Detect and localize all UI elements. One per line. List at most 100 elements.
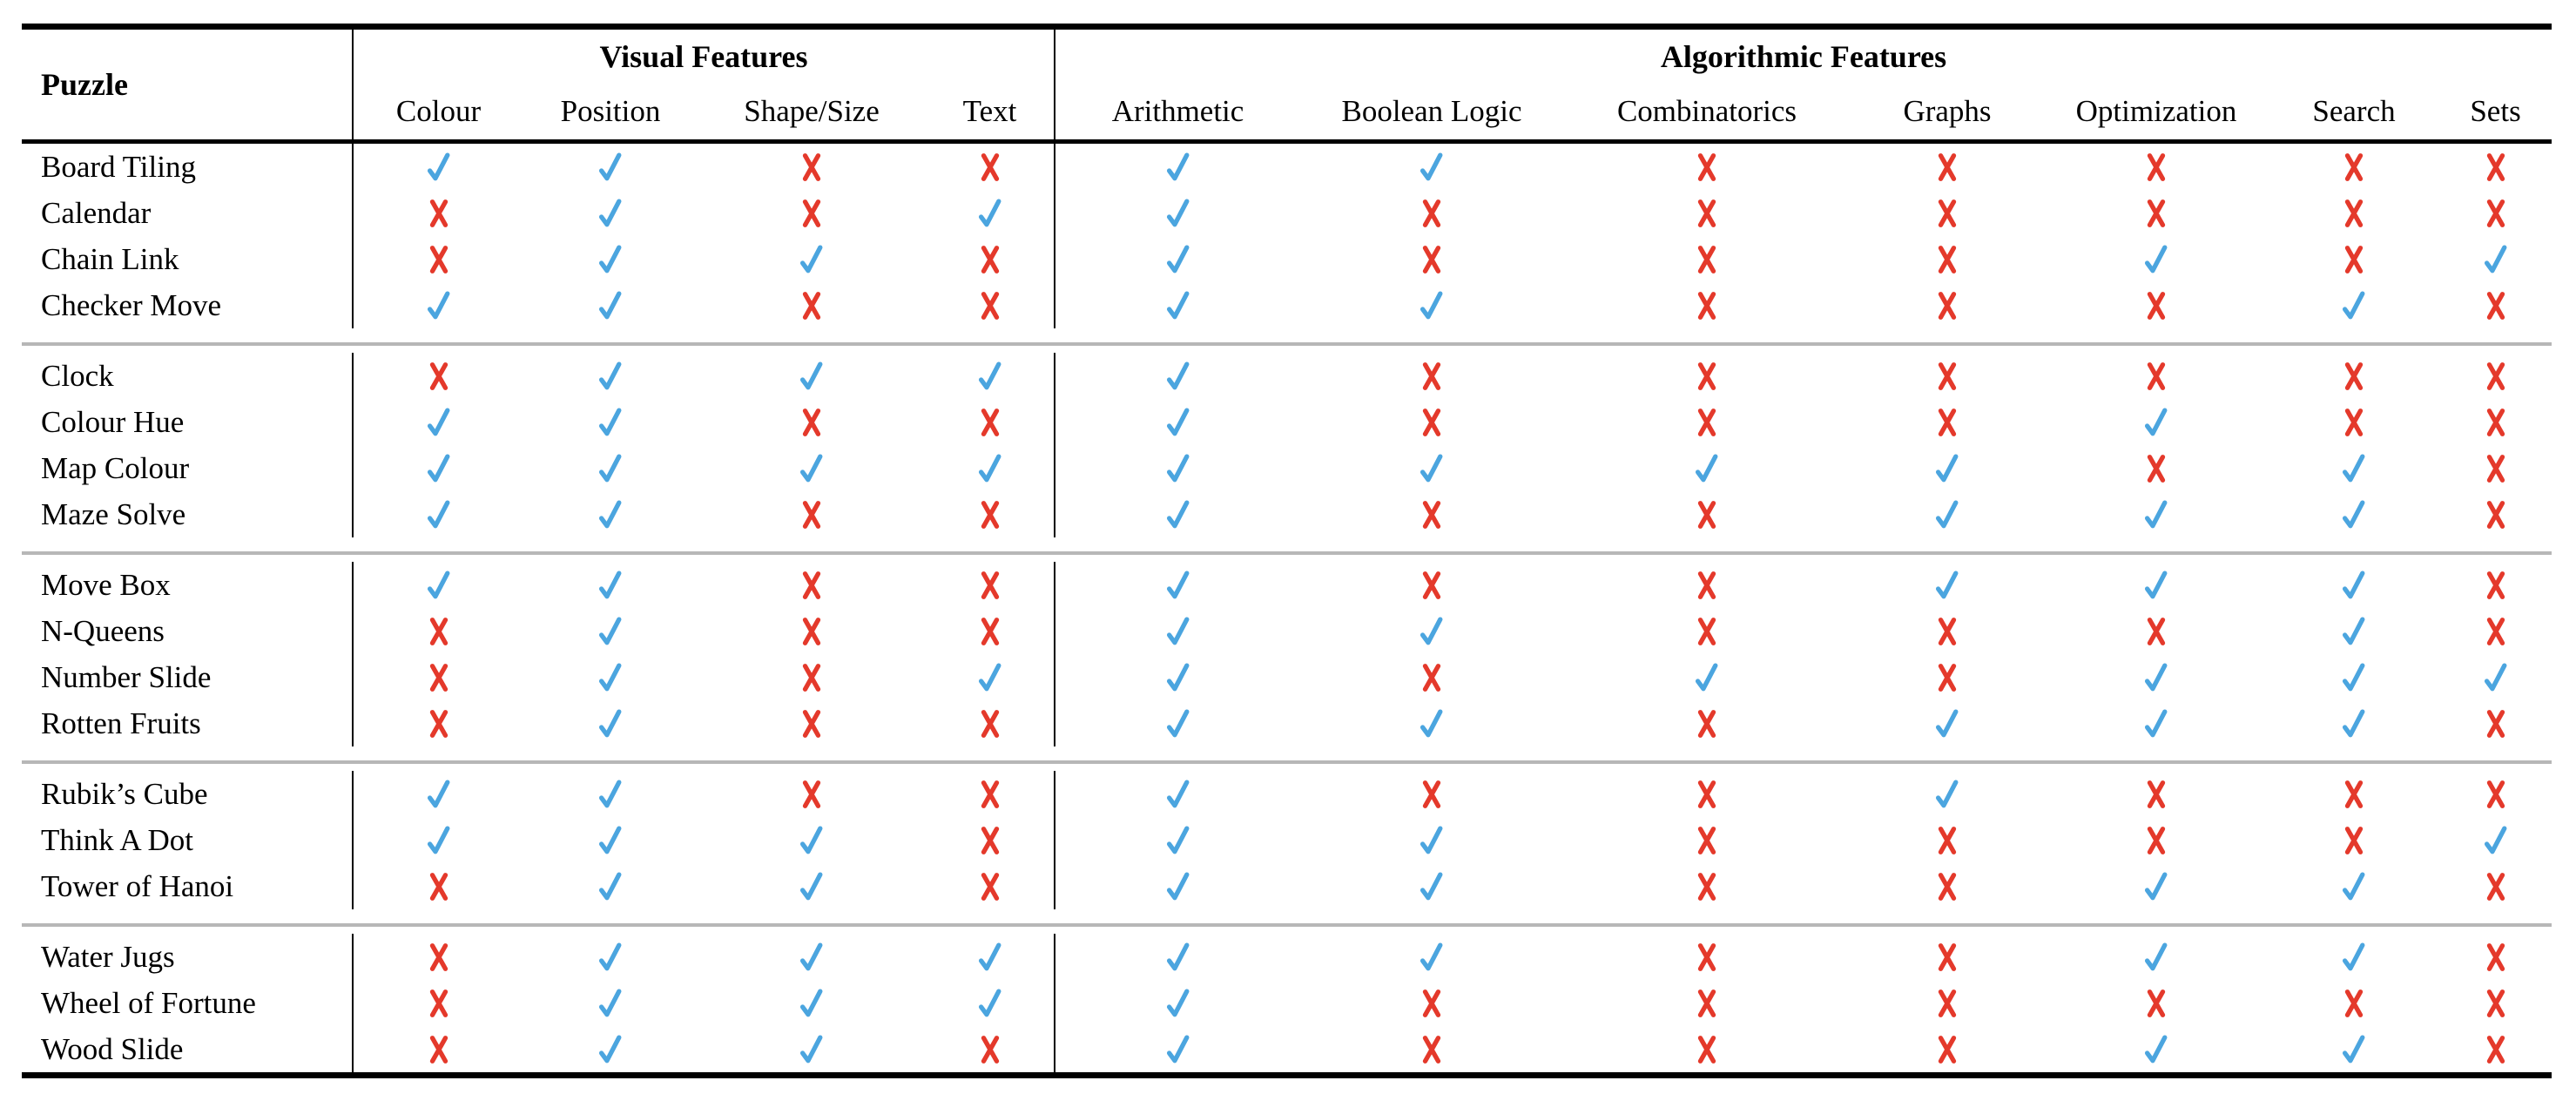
cross-icon (2486, 199, 2505, 227)
feature-cross-cell (1851, 934, 2044, 980)
puzzle-column-header: Puzzle (22, 26, 354, 144)
column-header-combinatorics: Combinatorics (1563, 84, 1851, 144)
feature-check-cell (353, 399, 523, 445)
cross-icon (2486, 291, 2505, 320)
check-icon (1166, 988, 1189, 1016)
check-icon (1166, 408, 1189, 436)
check-icon (978, 942, 1001, 970)
feature-check-cell (2269, 700, 2439, 746)
cross-icon (2147, 361, 2166, 390)
feature-cross-cell (926, 236, 1055, 282)
check-icon (598, 780, 622, 807)
check-icon (1419, 291, 1443, 319)
feature-cross-cell (1851, 142, 2044, 191)
feature-cross-cell (353, 353, 523, 399)
column-header-colour: Colour (353, 84, 523, 144)
feature-cross-cell (1563, 1026, 1851, 1076)
feature-cross-cell (2269, 353, 2439, 399)
table-row: Board Tiling (22, 141, 2552, 191)
column-header-graphs: Graphs (1851, 84, 2044, 144)
feature-check-cell (1563, 654, 1851, 700)
column-header-shape-size: Shape/Size (698, 84, 926, 144)
cross-icon (2486, 617, 2505, 645)
feature-cross-cell (1563, 817, 1851, 863)
check-icon (2144, 1034, 2168, 1063)
cross-icon (429, 199, 448, 227)
feature-check-cell (2439, 236, 2552, 282)
cross-icon (1938, 872, 1957, 901)
feature-cross-cell (2439, 190, 2552, 236)
feature-check-cell (2044, 1026, 2269, 1076)
group-separator-cell (22, 328, 2552, 353)
check-icon (2484, 826, 2506, 854)
column-header-optimization: Optimization (2044, 84, 2269, 144)
feature-check-cell (2439, 817, 2552, 863)
check-icon (598, 408, 622, 436)
check-icon (598, 709, 622, 737)
check-icon (2144, 571, 2168, 598)
feature-cross-cell (926, 141, 1055, 190)
feature-check-cell (523, 817, 698, 863)
cross-icon (1697, 245, 1716, 274)
feature-cross-cell (698, 399, 926, 445)
cross-icon (1422, 1035, 1441, 1064)
feature-check-cell (698, 863, 926, 909)
table-row: N-Queens (22, 608, 2552, 654)
puzzle-name: Rotten Fruits (22, 700, 354, 746)
check-icon (427, 571, 449, 598)
feature-cross-cell (1851, 608, 2044, 654)
check-icon (1166, 709, 1189, 737)
check-icon (2342, 500, 2365, 528)
cross-icon (429, 617, 448, 645)
feature-check-cell (698, 445, 926, 491)
feature-check-cell (1851, 700, 2044, 746)
cross-icon (2147, 291, 2166, 320)
feature-cross-cell (2044, 608, 2269, 654)
check-icon (427, 408, 449, 436)
feature-check-cell (1851, 491, 2044, 537)
feature-cross-cell (1300, 1026, 1563, 1076)
feature-cross-cell (2439, 445, 2552, 491)
feature-check-cell (698, 236, 926, 282)
feature-check-cell (523, 980, 698, 1026)
table-row: Think A Dot (22, 817, 2552, 863)
cross-icon (981, 617, 999, 645)
feature-cross-cell (1851, 353, 2044, 399)
check-icon (1419, 872, 1443, 900)
feature-cross-cell (1300, 491, 1563, 537)
feature-cross-cell (926, 700, 1055, 746)
feature-cross-cell (1563, 608, 1851, 654)
check-icon (1166, 245, 1189, 273)
feature-check-cell (698, 1026, 926, 1076)
cross-icon (2486, 780, 2505, 808)
cross-icon (1422, 199, 1441, 227)
table-row: Move Box (22, 562, 2552, 608)
feature-cross-cell (1563, 980, 1851, 1026)
feature-check-cell (353, 817, 523, 863)
check-icon (2342, 291, 2365, 319)
check-icon (1935, 454, 1959, 482)
check-icon (1166, 500, 1189, 528)
feature-check-cell (1055, 445, 1300, 491)
feature-check-cell (698, 980, 926, 1026)
check-icon (1166, 571, 1189, 598)
group-separator-line (22, 922, 2552, 927)
check-icon (598, 1034, 622, 1063)
cross-icon (1697, 408, 1716, 436)
feature-check-cell (523, 491, 698, 537)
cross-icon (1938, 826, 1957, 854)
feature-cross-cell (1300, 236, 1563, 282)
group-separator (22, 537, 2552, 562)
feature-cross-cell (926, 817, 1055, 863)
table-row: Wood Slide (22, 1026, 2552, 1076)
feature-check-cell (523, 562, 698, 608)
check-icon (598, 245, 622, 273)
feature-cross-cell (1563, 282, 1851, 328)
feature-cross-cell (1563, 190, 1851, 236)
feature-cross-cell (1563, 863, 1851, 909)
group-separator (22, 909, 2552, 934)
check-icon (598, 199, 622, 226)
group-separator-cell (22, 909, 2552, 934)
cross-icon (429, 872, 448, 901)
cross-icon (2486, 408, 2505, 436)
